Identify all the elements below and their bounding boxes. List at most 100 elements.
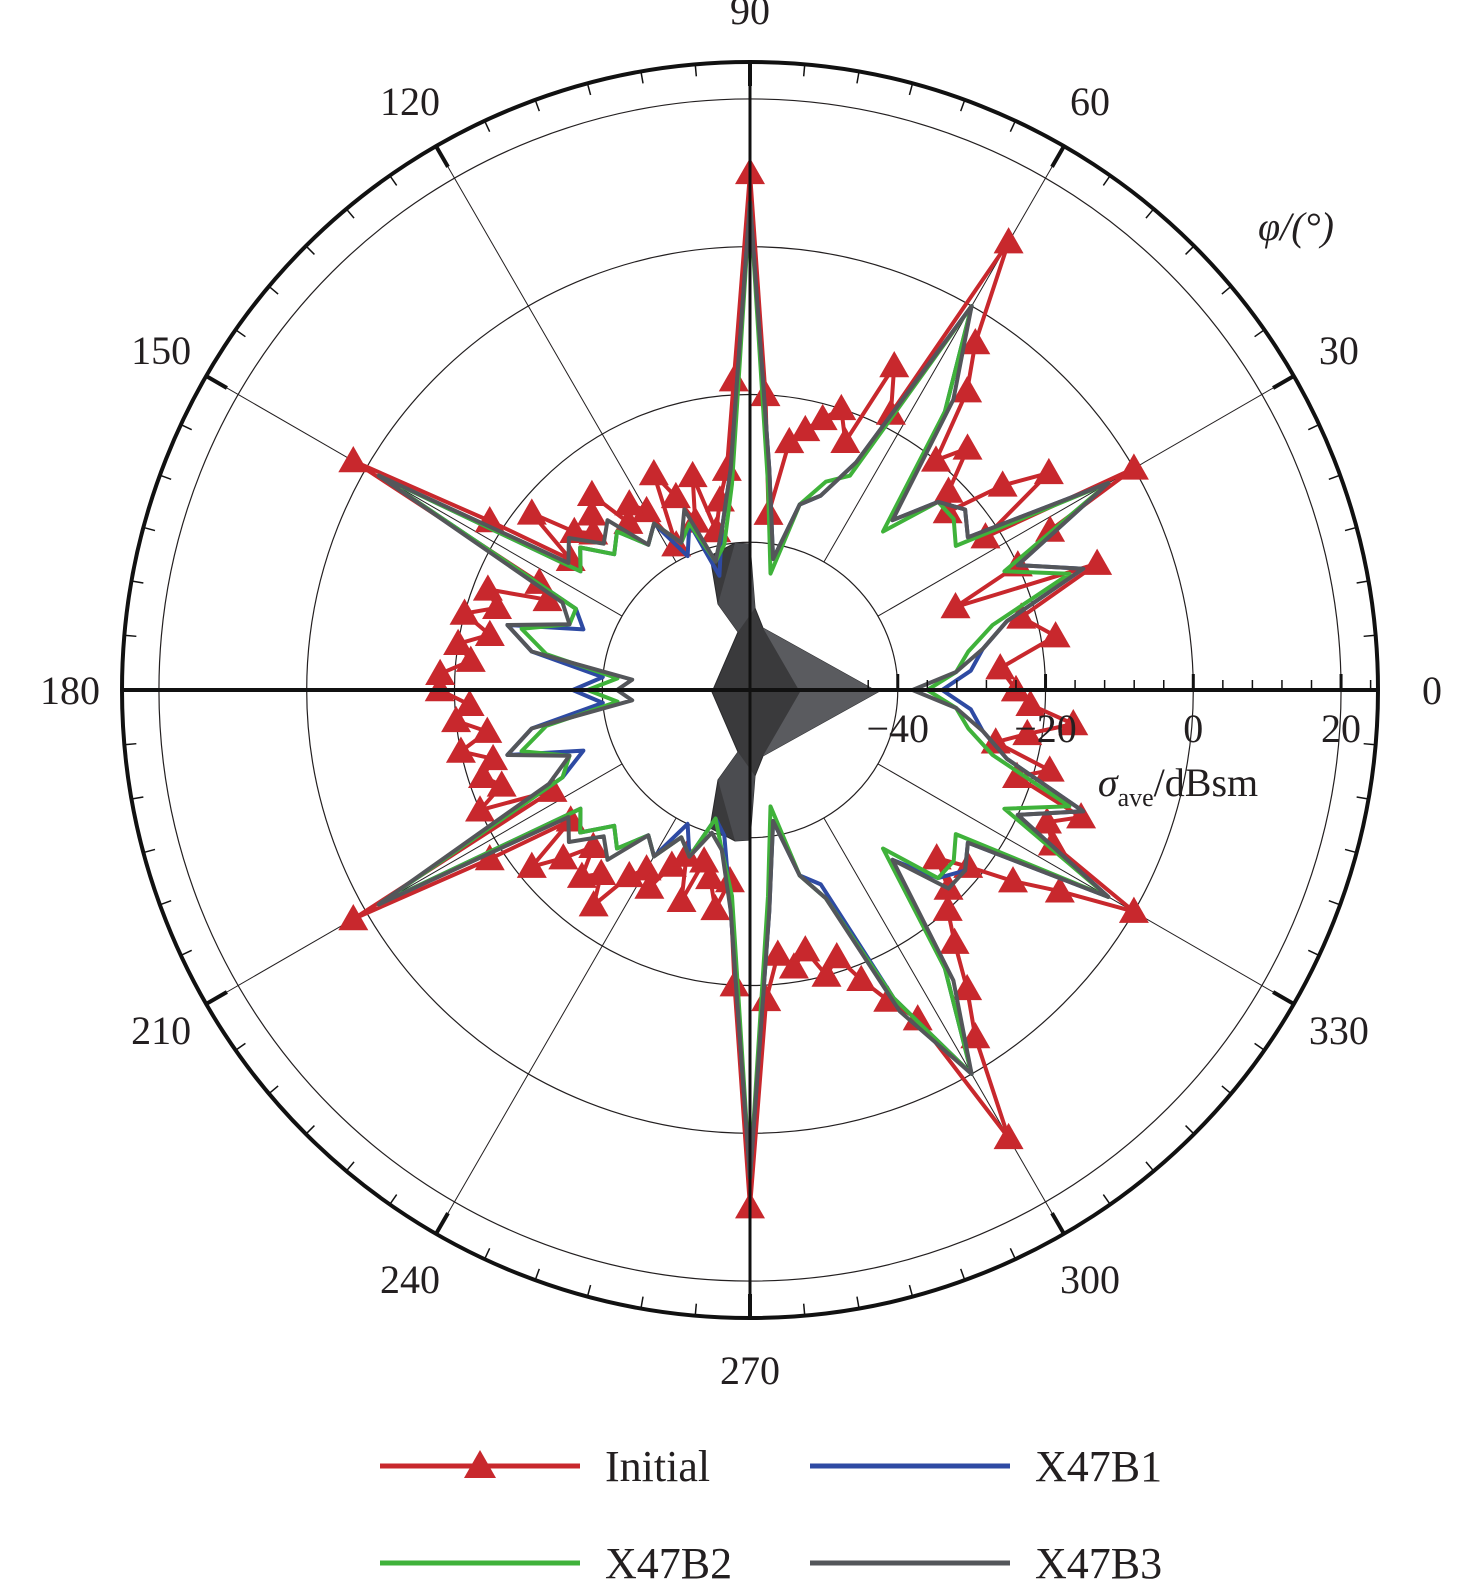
angular-minor-tick — [1102, 175, 1111, 186]
angular-tick-label: 300 — [1060, 1257, 1120, 1302]
angular-tick-label: 270 — [720, 1348, 780, 1393]
angular-minor-tick — [640, 1296, 644, 1309]
data-point-marker — [1034, 755, 1065, 782]
angular-tick-label: 240 — [380, 1257, 440, 1302]
legend-label-X47B1: X47B1 — [1035, 1442, 1162, 1491]
data-point-marker — [660, 481, 691, 509]
data-point-marker — [1015, 689, 1046, 716]
data-point-marker — [1002, 761, 1033, 789]
angular-minor-tick — [1102, 1194, 1111, 1205]
angular-major-tick — [1050, 1212, 1066, 1235]
radial-tick-label: −40 — [866, 706, 929, 751]
data-point-marker — [638, 459, 669, 486]
data-point-marker — [677, 460, 708, 488]
data-point-marker — [454, 689, 485, 716]
data-point-marker — [537, 775, 568, 802]
angular-minor-tick — [159, 899, 172, 906]
data-point-marker — [474, 844, 505, 871]
data-point-marker — [940, 591, 971, 619]
radial-axis-title-unit: /dBsm — [1154, 760, 1258, 805]
angular-tick-label: 180 — [40, 668, 100, 713]
angular-minor-tick — [1145, 208, 1155, 219]
radial-tick-label: −20 — [1014, 706, 1077, 751]
angular-tick-label: 120 — [380, 79, 440, 124]
angular-minor-tick — [1145, 1161, 1155, 1172]
angular-minor-tick — [483, 1247, 491, 1260]
data-point-marker — [718, 365, 749, 392]
data-point-marker — [821, 942, 852, 969]
angular-minor-tick — [159, 474, 172, 481]
aircraft-wing-upper-shade — [718, 543, 755, 632]
angular-tick-label: 30 — [1319, 328, 1359, 373]
data-point-marker — [902, 1004, 933, 1031]
angular-major-tick — [1050, 145, 1066, 168]
legend-marker-Initial — [464, 1450, 496, 1478]
angular-minor-tick — [959, 1268, 966, 1281]
data-point-marker — [666, 885, 697, 913]
angular-minor-tick — [131, 580, 144, 584]
legend-label-Initial: Initial — [605, 1442, 710, 1491]
angular-minor-tick — [1009, 120, 1017, 133]
angular-minor-tick — [1307, 423, 1320, 431]
angular-tick-label: 90 — [730, 0, 770, 33]
angular-minor-tick — [959, 99, 966, 112]
angular-minor-tick — [389, 175, 398, 186]
angular-minor-tick — [389, 1194, 398, 1205]
angular-minor-tick — [1254, 329, 1265, 338]
data-point-marker — [478, 743, 509, 771]
data-point-marker — [614, 489, 645, 516]
data-point-marker — [1066, 802, 1097, 829]
angular-major-tick — [1272, 374, 1295, 390]
data-point-marker — [548, 843, 579, 870]
data-point-marker — [425, 658, 456, 686]
angular-minor-tick — [235, 329, 246, 338]
data-point-marker — [576, 499, 607, 526]
angular-major-tick — [434, 1212, 450, 1235]
data-point-marker — [472, 716, 503, 743]
angular-minor-tick — [856, 1296, 860, 1309]
angular-major-tick — [205, 374, 228, 390]
angular-grid-spoke — [823, 817, 1065, 1235]
data-point-marker — [1033, 457, 1064, 485]
data-point-marker — [1118, 896, 1149, 923]
angular-minor-tick — [268, 285, 279, 295]
data-point-marker — [586, 858, 617, 885]
data-point-marker — [875, 398, 906, 425]
data-point-marker — [465, 795, 496, 822]
angular-major-tick — [1272, 990, 1295, 1006]
data-point-marker — [987, 470, 1018, 497]
data-point-marker — [939, 927, 970, 954]
data-point-marker — [778, 952, 809, 979]
angular-tick-label: 330 — [1309, 1008, 1369, 1053]
data-point-marker — [751, 984, 782, 1012]
data-point-marker — [1031, 807, 1062, 834]
angular-minor-tick — [1344, 526, 1357, 532]
data-point-marker — [952, 433, 983, 460]
data-point-marker — [807, 403, 838, 431]
data-point-marker — [811, 960, 842, 987]
data-point-marker — [933, 476, 964, 503]
legend-label-X47B2: X47B2 — [605, 1539, 732, 1588]
data-point-marker — [576, 479, 607, 507]
angular-minor-tick — [534, 99, 541, 112]
angular-minor-tick — [1328, 474, 1341, 481]
angular-minor-tick — [124, 634, 137, 638]
angular-minor-tick — [1363, 634, 1376, 638]
angular-minor-tick — [180, 423, 193, 431]
labels: φ/(°) σave/dBsm −40 −20 0 20 0 30 60 90 120 150 18… — [40, 0, 1442, 1393]
angular-minor-tick — [143, 526, 156, 532]
angular-minor-tick — [1307, 949, 1320, 957]
angular-minor-tick — [586, 1284, 592, 1297]
aircraft-wing-lower-shade — [718, 752, 755, 841]
data-point-marker — [516, 851, 547, 878]
angular-minor-tick — [235, 1042, 246, 1051]
angular-tick-label: 150 — [131, 328, 191, 373]
data-point-marker — [441, 705, 472, 733]
data-point-marker — [952, 973, 983, 1001]
angular-tick-label: 210 — [131, 1008, 191, 1053]
angular-minor-tick — [1221, 1085, 1232, 1095]
data-point-marker — [467, 761, 498, 789]
data-point-marker — [1012, 718, 1043, 746]
